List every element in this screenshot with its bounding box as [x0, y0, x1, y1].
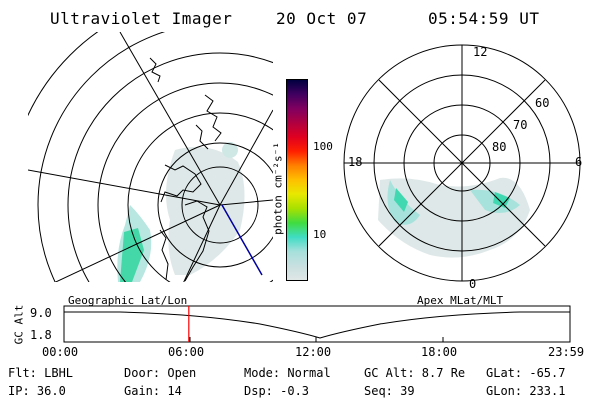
status-gc-alt: GC Alt: 8.7 Re [364, 366, 466, 380]
mlt-label-12: 12 [473, 45, 488, 59]
mlat-label-70: 70 [513, 118, 528, 132]
timeline-xtick-1800: 18:00 [421, 345, 458, 359]
status-glon: GLon: 233.1 [486, 384, 566, 398]
colorbar-tick-10: 10 [313, 228, 327, 241]
timeline-ytick-low: 1.8 [30, 328, 52, 342]
apex-panel-label: Apex MLat/MLT [417, 294, 504, 307]
colorbar-gradient [287, 80, 307, 280]
colorbar [286, 79, 308, 281]
mlt-label-18: 18 [348, 155, 363, 169]
colorbar-unit-label: photon cm⁻²s⁻¹ [271, 142, 285, 235]
date-readout: 20 Oct 07 [276, 9, 368, 28]
colorbar-tick-100: 100 [313, 140, 333, 153]
mlt-label-0: 0 [469, 277, 477, 291]
status-filter: Flt: LBHL [8, 366, 74, 380]
timeline-ytick-high: 9.0 [30, 306, 52, 320]
mlat-label-60: 60 [535, 96, 550, 110]
status-dsp: Dsp: -0.3 [244, 384, 310, 398]
mlat-label-80: 80 [492, 140, 507, 154]
time-readout: 05:54:59 UT [428, 9, 540, 28]
timeline-xtick-0000: 00:00 [42, 345, 79, 359]
timeline-xtick-0600: 06:00 [168, 345, 205, 359]
status-ip: IP: 36.0 [8, 384, 66, 398]
status-gain: Gain: 14 [124, 384, 182, 398]
timeline-axis-label: GC Alt [12, 304, 26, 345]
timeline-xtick-2359: 23:59 [548, 345, 585, 359]
geographic-panel-label: Geographic Lat/Lon [68, 294, 188, 307]
status-door: Door: Open [124, 366, 197, 380]
status-seq: Seq: 39 [364, 384, 415, 398]
mlt-label-6: 6 [575, 155, 583, 169]
status-glat: GLat: -65.7 [486, 366, 566, 380]
timeline-xtick-1200: 12:00 [295, 345, 332, 359]
app-title: Ultraviolet Imager [50, 9, 233, 28]
status-mode: Mode: Normal [244, 366, 331, 380]
